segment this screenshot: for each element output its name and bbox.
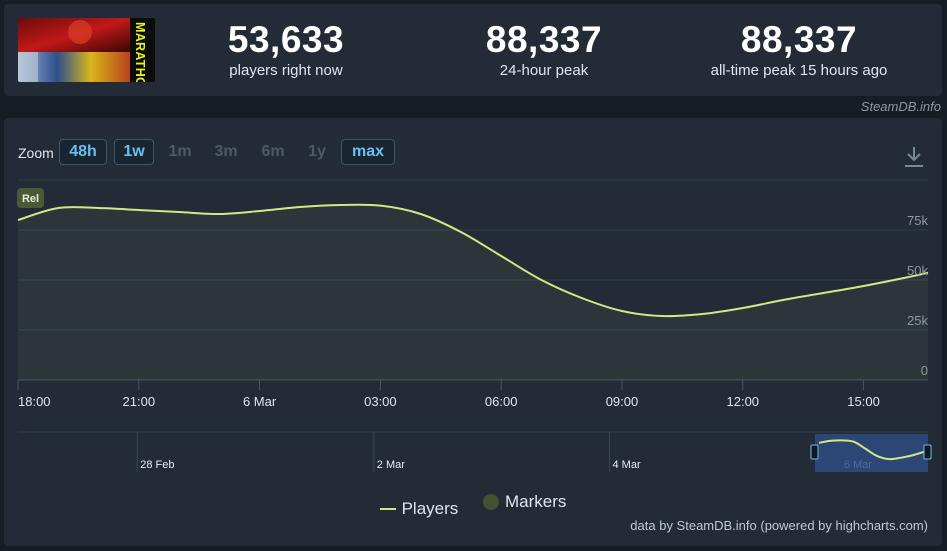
stat-all-time-peak: 88,337 all-time peak 15 hours ago bbox=[689, 20, 909, 81]
legend-markers[interactable]: Markers bbox=[483, 492, 566, 512]
y-axis: 0 25k 50k 75k bbox=[907, 213, 928, 378]
download-icon[interactable] bbox=[904, 146, 924, 168]
players-now-value: 53,633 bbox=[227, 19, 345, 60]
players-area-fill bbox=[18, 204, 928, 380]
zoom-max-button[interactable]: max bbox=[341, 139, 395, 165]
legend-markers-label: Markers bbox=[505, 492, 567, 511]
players-series-line[interactable] bbox=[17, 203, 929, 318]
all-time-peak-label: all-time peak 15 hours ago bbox=[710, 62, 888, 79]
navigator-label: 2 Mar bbox=[377, 459, 405, 471]
zoom-6m-button[interactable]: 6m bbox=[261, 143, 285, 160]
x-tick-label: 6 Mar bbox=[243, 394, 277, 409]
x-tick-label: 18:00 bbox=[18, 394, 51, 409]
legend-line-swatch bbox=[379, 508, 396, 510]
players-now-label: players right now bbox=[229, 62, 343, 79]
stats-panel: MARATHON 53,633 players right now 88,337… bbox=[4, 4, 942, 96]
stat-24h-peak: 88,337 24-hour peak bbox=[434, 20, 654, 81]
x-tick-label: 09:00 bbox=[606, 394, 639, 409]
y-tick-label: 25k bbox=[907, 313, 928, 328]
navigator-left-handle[interactable] bbox=[810, 444, 819, 460]
legend-players[interactable]: Players bbox=[379, 499, 459, 519]
x-tick-label: 03:00 bbox=[364, 394, 397, 409]
zoom-label: Zoom bbox=[18, 145, 54, 161]
zoom-1y-button[interactable]: 1y bbox=[308, 143, 326, 160]
release-marker-label: Rel bbox=[22, 193, 39, 205]
steamdb-credit[interactable]: SteamDB.info bbox=[860, 99, 941, 114]
peak-24h-label: 24-hour peak bbox=[499, 62, 589, 79]
data-credit[interactable]: data by SteamDB.info (powered by highcha… bbox=[630, 518, 928, 533]
game-logo-text: MARATHON bbox=[133, 22, 147, 82]
x-axis: 18:00 21:00 6 Mar 03:00 06:00 09:00 12:00 15:00 bbox=[17, 380, 880, 409]
game-capsule-image[interactable]: MARATHON bbox=[18, 18, 155, 82]
navigator-series-line bbox=[818, 439, 925, 461]
zoom-48h-button[interactable]: 48h bbox=[59, 139, 107, 165]
navigator-label: 4 Mar bbox=[613, 459, 641, 471]
game-art: MARATHON bbox=[18, 18, 155, 82]
y-tick-label: 0 bbox=[921, 363, 928, 378]
zoom-1w-button[interactable]: 1w bbox=[114, 139, 154, 165]
chart-grid bbox=[18, 179, 928, 381]
navigator-right-handle[interactable] bbox=[923, 444, 932, 460]
zoom-1m-button[interactable]: 1m bbox=[168, 143, 192, 160]
x-tick-label: 06:00 bbox=[485, 394, 518, 409]
stat-players-now: 53,633 players right now bbox=[176, 20, 396, 81]
all-time-peak-value: 88,337 bbox=[740, 19, 858, 60]
y-tick-label: 50k bbox=[907, 263, 928, 278]
chart-legend: Players Markers bbox=[4, 492, 942, 519]
chart-panel: Zoom 48h 1w 1m 3m 6m 1y max 0 25k 50k 75k 1… bbox=[4, 118, 942, 546]
legend-players-label: Players bbox=[401, 499, 459, 518]
peak-24h-value: 88,337 bbox=[485, 19, 603, 60]
x-tick-label: 15:00 bbox=[847, 394, 880, 409]
x-tick-label: 12:00 bbox=[727, 394, 760, 409]
player-count-chart[interactable]: 0 25k 50k 75k 18:00 21:00 6 Mar 03:00 06:00 09:0… bbox=[4, 118, 942, 488]
x-tick-label: 21:00 bbox=[123, 394, 156, 409]
y-tick-label: 75k bbox=[907, 213, 928, 228]
release-marker[interactable]: Rel bbox=[17, 188, 44, 208]
zoom-3m-button[interactable]: 3m bbox=[214, 143, 238, 160]
legend-marker-swatch bbox=[483, 494, 499, 510]
navigator-label: 28 Feb bbox=[140, 459, 174, 471]
